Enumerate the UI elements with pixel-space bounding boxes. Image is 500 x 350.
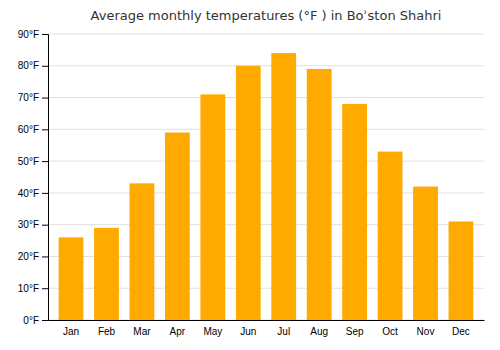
bar xyxy=(94,228,119,320)
x-tick-label: Jan xyxy=(63,326,79,337)
x-axis: Jan Feb Mar Apr May Jun Jul Aug Sep Oct Nov Dec xyxy=(49,320,485,337)
x-tick-label: Sep xyxy=(346,326,364,337)
grid xyxy=(48,34,484,320)
y-tick-label: 80°F xyxy=(18,60,39,71)
y-tick-mark xyxy=(42,66,48,67)
y-tick-label: 40°F xyxy=(18,188,39,199)
bar xyxy=(413,187,438,320)
y-tick: 80°F xyxy=(18,60,48,71)
x-tick: Jul xyxy=(277,320,290,337)
x-tick-label: Mar xyxy=(133,326,151,337)
y-axis-line xyxy=(42,35,49,321)
y-tick-label: 90°F xyxy=(18,29,39,40)
x-tick-label: Jul xyxy=(277,326,290,337)
y-tick-mark xyxy=(42,288,48,289)
x-axis-line xyxy=(49,320,485,321)
chart: 0°F 10°F 20°F 30°F 40°F 50°F 60°F 70°F 80°F 90°F J… xyxy=(0,0,500,350)
y-axis: 0°F 10°F 20°F 30°F 40°F 50°F 60°F 70°F 80°F 90°F xyxy=(18,29,49,326)
title: Average monthly temperatures (°F ) in Bo… xyxy=(91,8,442,23)
x-tick-label: Dec xyxy=(452,326,470,337)
x-tick: Nov xyxy=(417,320,435,337)
y-tick-mark xyxy=(42,193,48,194)
x-tick: May xyxy=(203,320,222,337)
x-tick-label: Nov xyxy=(417,326,435,337)
x-tick-label: Aug xyxy=(310,326,328,337)
grid-line xyxy=(48,65,484,66)
bar xyxy=(271,53,296,320)
x-tick-label: Jun xyxy=(240,326,256,337)
bar xyxy=(342,104,367,320)
y-tick-label: 0°F xyxy=(23,315,39,326)
bar xyxy=(307,69,332,320)
x-tick: Apr xyxy=(170,320,186,337)
x-tick: Jun xyxy=(240,320,256,337)
y-tick-mark xyxy=(42,225,48,226)
bars xyxy=(59,53,474,320)
bar xyxy=(165,133,190,320)
y-tick-mark xyxy=(42,320,48,321)
y-tick: 40°F xyxy=(18,188,48,199)
x-tick-label: Apr xyxy=(170,326,186,337)
x-tick-label: Oct xyxy=(382,326,398,337)
y-tick-label: 50°F xyxy=(18,156,39,167)
bar xyxy=(59,237,84,320)
y-tick-label: 60°F xyxy=(18,124,39,135)
x-tick: Dec xyxy=(452,320,470,337)
y-tick: 70°F xyxy=(18,92,48,103)
x-tick: Oct xyxy=(382,320,398,337)
y-tick: 10°F xyxy=(18,283,48,294)
y-tick: 20°F xyxy=(18,251,48,262)
bar xyxy=(200,94,225,320)
x-tick: Aug xyxy=(310,320,328,337)
x-tick: Sep xyxy=(346,320,364,337)
grid-line xyxy=(48,161,484,162)
y-tick-mark xyxy=(42,129,48,130)
x-tick-label: May xyxy=(203,326,222,337)
grid-line xyxy=(48,97,484,98)
y-tick: 50°F xyxy=(18,156,48,167)
y-tick-mark xyxy=(42,256,48,257)
x-tick-label: Feb xyxy=(98,326,116,337)
x-tick: Jan xyxy=(63,320,79,337)
bar xyxy=(236,66,261,320)
y-tick: 0°F xyxy=(23,315,48,326)
bar xyxy=(130,183,155,320)
x-tick: Mar xyxy=(133,320,151,337)
y-tick-mark xyxy=(42,98,48,99)
grid-line xyxy=(48,34,484,35)
y-tick-label: 70°F xyxy=(18,92,39,103)
y-tick: 30°F xyxy=(18,219,48,230)
y-tick: 60°F xyxy=(18,124,48,135)
y-tick-label: 10°F xyxy=(18,283,39,294)
y-tick: 90°F xyxy=(18,29,48,40)
bar xyxy=(449,221,474,320)
grid-line xyxy=(48,129,484,130)
y-tick-label: 30°F xyxy=(18,219,39,230)
y-tick-mark xyxy=(42,161,48,162)
plot-area: 0°F 10°F 20°F 30°F 40°F 50°F 60°F 70°F 80°F 90°F J… xyxy=(18,29,485,337)
y-tick-mark xyxy=(42,34,48,35)
y-tick-label: 20°F xyxy=(18,251,39,262)
bar xyxy=(378,152,403,320)
x-tick: Feb xyxy=(98,320,116,337)
